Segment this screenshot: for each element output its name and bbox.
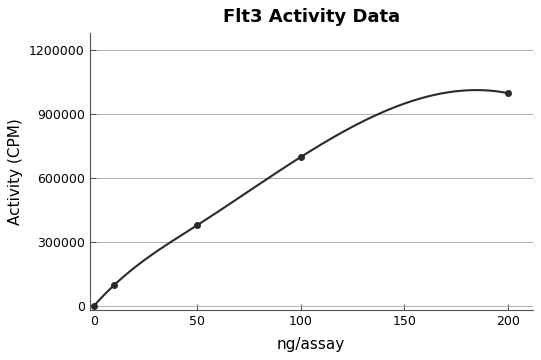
X-axis label: ng/assay: ng/assay (277, 337, 345, 352)
Title: Flt3 Activity Data: Flt3 Activity Data (222, 8, 400, 26)
Y-axis label: Activity (CPM): Activity (CPM) (8, 118, 23, 225)
